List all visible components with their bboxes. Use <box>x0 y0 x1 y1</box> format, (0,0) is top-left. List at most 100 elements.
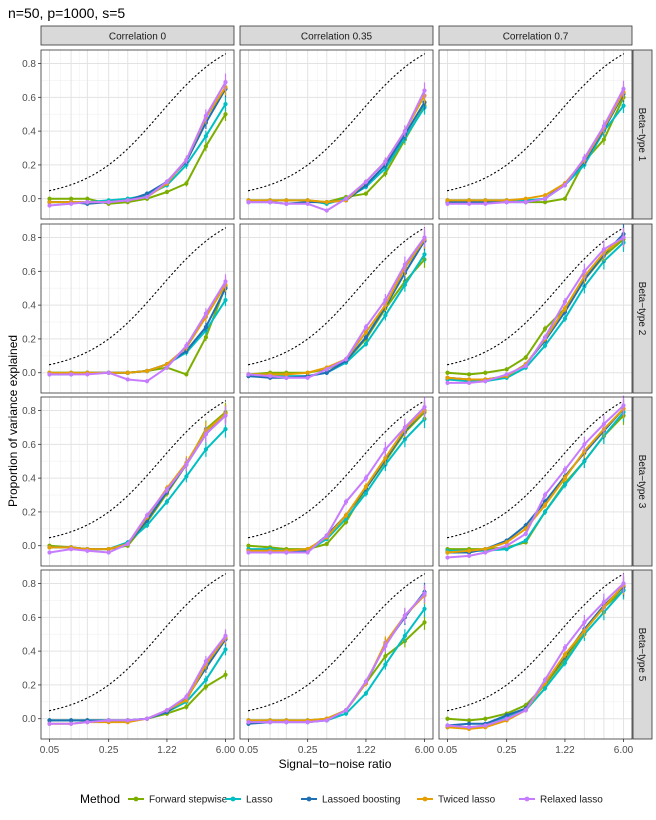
data-point <box>523 355 528 360</box>
data-point <box>504 543 509 548</box>
row-strip: Beta−type 1 <box>632 49 653 220</box>
panel <box>438 49 633 220</box>
data-point <box>324 370 329 375</box>
data-point <box>223 80 228 85</box>
x-tick-label: 0.05 <box>438 745 458 756</box>
data-point <box>268 550 273 555</box>
data-point <box>483 370 488 375</box>
data-point <box>305 201 310 206</box>
data-point <box>203 311 208 316</box>
series-relaxed-lasso <box>246 584 427 725</box>
data-point <box>144 191 150 196</box>
data-point <box>402 282 407 287</box>
panel-border <box>438 569 633 740</box>
data-point <box>467 380 472 385</box>
data-point <box>582 620 587 625</box>
data-point <box>184 462 189 467</box>
y-tick-label: 0.2 <box>22 334 36 345</box>
data-point <box>223 279 228 284</box>
col-strip: Correlation 0 <box>40 25 235 46</box>
data-point <box>164 189 170 195</box>
series-relaxed-lasso <box>445 227 626 385</box>
data-point <box>483 201 488 206</box>
data-point <box>47 372 52 377</box>
data-point <box>445 370 450 375</box>
row-strip-bg <box>632 223 653 394</box>
data-point <box>402 262 407 267</box>
data-point <box>467 198 472 203</box>
data-point <box>203 134 208 139</box>
data-point <box>383 654 388 659</box>
data-point <box>47 718 52 723</box>
data-point <box>562 316 568 321</box>
data-point <box>343 708 349 713</box>
legend-title: Method <box>80 792 120 806</box>
panel-border <box>40 396 235 567</box>
data-point <box>483 550 488 555</box>
data-point <box>184 474 189 479</box>
data-point <box>483 547 488 552</box>
data-point <box>383 159 388 164</box>
data-point <box>203 113 208 119</box>
data-point <box>422 591 427 596</box>
data-point <box>467 721 472 726</box>
data-point <box>422 620 427 625</box>
data-point <box>106 550 111 555</box>
data-point <box>223 413 228 418</box>
x-tick-label: 0.25 <box>99 745 119 756</box>
data-point <box>305 550 310 555</box>
data-point <box>445 198 450 203</box>
legend-item: Lassoed boosting <box>301 795 400 806</box>
data-point <box>621 235 626 240</box>
data-point <box>582 269 587 274</box>
legend-swatch-point <box>133 796 139 802</box>
data-point <box>106 547 111 552</box>
series-relaxed-lasso <box>47 406 228 555</box>
data-point <box>164 487 170 493</box>
row-strip: Beta−type 5 <box>632 569 653 740</box>
col-strip-bg <box>40 25 235 46</box>
data-point <box>268 200 273 205</box>
data-point <box>246 200 251 205</box>
data-point <box>582 442 587 447</box>
x-tick-label: 0.05 <box>40 745 60 756</box>
panel-border <box>239 569 434 740</box>
series-relaxed-lasso <box>47 629 228 726</box>
data-point <box>284 372 289 377</box>
data-point <box>144 194 150 200</box>
data-point <box>305 370 310 375</box>
data-point <box>542 343 548 348</box>
data-point <box>223 427 228 432</box>
data-point <box>483 379 488 384</box>
oracle-curve <box>48 227 227 366</box>
series-line <box>248 409 426 552</box>
data-point <box>363 179 369 184</box>
row-strip: Beta−type 3 <box>632 396 653 567</box>
data-point <box>523 531 528 536</box>
data-point <box>504 540 509 545</box>
series-line <box>447 88 625 205</box>
oracle-curve <box>247 573 426 712</box>
data-point <box>422 606 427 611</box>
data-point <box>144 513 150 518</box>
data-point <box>284 198 289 203</box>
data-point <box>184 372 189 377</box>
data-point <box>69 718 74 723</box>
data-point <box>85 196 90 201</box>
data-point <box>483 716 488 721</box>
x-tick-label: 1.22 <box>157 745 177 756</box>
data-point <box>383 455 388 460</box>
data-point <box>562 467 568 472</box>
series-line <box>447 404 625 559</box>
series-line <box>248 90 426 212</box>
data-point <box>445 716 450 721</box>
series-line <box>49 414 227 554</box>
data-point <box>523 538 528 543</box>
data-point <box>184 343 189 348</box>
data-point <box>223 101 228 107</box>
legend-label: Lassoed boosting <box>322 795 400 806</box>
panel-border <box>239 396 434 567</box>
data-point <box>601 247 606 252</box>
legend-label: Twiced lasso <box>438 795 496 806</box>
